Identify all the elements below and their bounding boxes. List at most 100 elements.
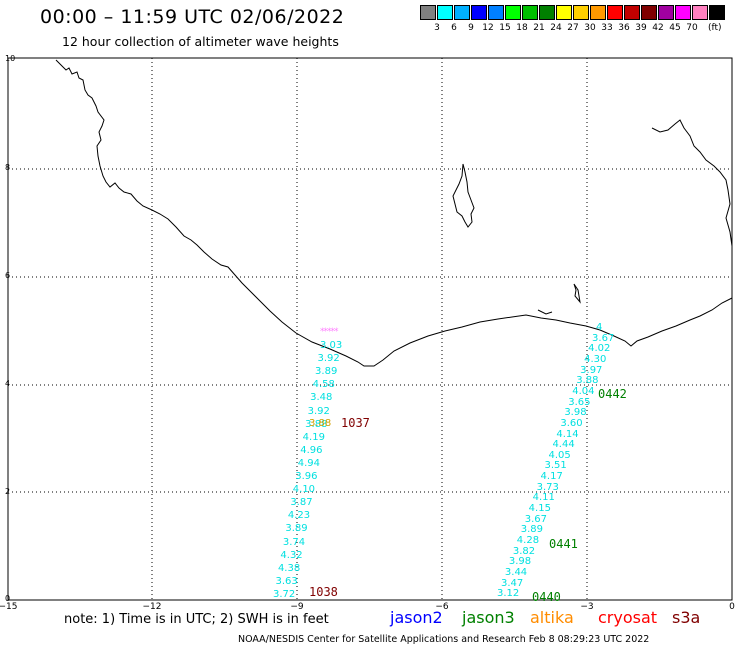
color-swatch	[692, 5, 708, 20]
scale-label: 18	[516, 23, 528, 33]
wave-height-value: 3.87	[290, 497, 313, 509]
station-label: 0440	[532, 590, 561, 604]
wave-height-value: 3.48	[310, 392, 333, 404]
wave-height-value: 3.67	[524, 513, 547, 525]
wave-height-value: 4.58	[312, 379, 335, 391]
wave-height-value: 3.92	[317, 353, 340, 365]
scale-label: 45	[669, 23, 681, 33]
scale-label: 6	[451, 23, 457, 33]
satellite-name: jason2	[390, 608, 443, 627]
wave-height-value: 4.44	[552, 439, 575, 451]
satellite-name: jason3	[462, 608, 515, 627]
wave-height-value: 4.28	[516, 535, 540, 546]
color-swatch	[539, 5, 555, 20]
color-swatch	[454, 5, 470, 20]
satellite-name: s3a	[672, 608, 701, 627]
satellite-name: cryosat	[598, 608, 658, 627]
delta-outline	[651, 119, 733, 247]
color-swatch	[675, 5, 691, 20]
map-frame	[7, 57, 733, 601]
scale-label: 33	[601, 23, 613, 33]
wave-height-value: 3.60	[560, 417, 583, 429]
wave-height-value: 3.97	[580, 364, 603, 376]
wave-height-value: 3.65	[568, 396, 591, 408]
footer-credit: NOAA/NESDIS Center for Satellite Applica…	[238, 634, 650, 645]
scale-label: 24	[550, 23, 562, 33]
color-swatch	[641, 5, 657, 20]
wave-height-value: 3.89	[285, 523, 308, 535]
y-tick-label: 8	[5, 163, 11, 172]
wave-height-value: 4	[596, 322, 603, 333]
wave-height-value: 4.30	[584, 353, 607, 365]
y-tick-label: 0	[5, 594, 11, 603]
wave-height-value: 3.88	[576, 375, 599, 387]
scale-label: 15	[499, 23, 511, 33]
color-swatch	[437, 5, 453, 20]
map-title: 00:00 – 11:59 UTC 02/06/2022	[40, 6, 345, 28]
color-swatch	[590, 5, 606, 20]
wave-height-value: 4.04	[572, 385, 595, 397]
wave-height-value: 4.96	[300, 444, 323, 456]
scale-label: 9	[468, 23, 474, 33]
scale-label: 27	[567, 23, 579, 33]
map-subtitle: 12 hour collection of altimeter wave hei…	[62, 34, 339, 49]
track-a-header: *****	[320, 327, 338, 337]
wave-height-value: 3.67	[592, 332, 615, 344]
lake-outline	[452, 163, 475, 228]
color-swatch	[658, 5, 674, 20]
wave-height-value: 4.02	[588, 343, 611, 355]
station-label: 0442	[598, 387, 627, 401]
color-swatch	[471, 5, 487, 20]
wave-height-value: 4.11	[532, 492, 555, 504]
wave-height-value: 4.15	[528, 503, 551, 515]
wave-height-value: 4.32	[280, 549, 303, 561]
x-tick-label: −9	[290, 602, 304, 612]
x-tick-label: 0	[729, 602, 735, 612]
color-swatch	[624, 5, 640, 20]
color-swatch	[607, 5, 623, 20]
x-tick-label: −6	[435, 602, 449, 612]
station-label: 1037	[341, 416, 370, 430]
wave-height-value: 4.10	[292, 484, 316, 496]
wave-height-value: 3.47	[500, 577, 524, 589]
scale-unit: (ft)	[708, 23, 722, 33]
scale-label: 39	[635, 23, 647, 33]
satellite-name: altika	[530, 608, 574, 627]
scale-label: 36	[618, 23, 630, 33]
coastline	[55, 59, 733, 367]
y-tick-label: 2	[5, 487, 11, 496]
wave-height-value: 3.96	[295, 471, 318, 482]
y-tick-label: 4	[5, 379, 11, 388]
x-tick-label: −12	[142, 602, 162, 612]
wave-height-value: 3.88	[305, 418, 328, 430]
wave-height-value: 3.92	[307, 405, 330, 417]
color-swatch	[505, 5, 521, 20]
color-swatch	[522, 5, 538, 20]
y-tick-label: 6	[5, 271, 11, 280]
lat-lon-grid	[8, 58, 732, 600]
scale-label: 70	[686, 23, 698, 33]
wave-height-value: 3.03	[320, 340, 343, 351]
color-swatch	[709, 5, 725, 20]
x-tick-label: −15	[0, 602, 18, 612]
wave-height-value: 3.73	[536, 481, 559, 493]
wave-height-value: 3.12	[497, 588, 520, 600]
wave-height-value: 3.74	[282, 536, 306, 548]
coast-inlet	[537, 309, 553, 315]
scale-label: 30	[584, 23, 596, 33]
wave-height-value: 3.63	[275, 575, 298, 587]
wave-height-value: 3.82	[512, 545, 536, 557]
wave-height-value: 3.44	[504, 566, 528, 578]
color-swatch	[573, 5, 589, 20]
x-tick-label: −3	[580, 602, 594, 612]
wave-height-value: 4.38	[277, 562, 301, 574]
station-label: 1038	[309, 585, 338, 599]
scale-label: 3	[434, 23, 440, 33]
y-tick-label: 10	[5, 54, 16, 63]
wave-height-value: 3.51	[544, 460, 567, 472]
wave-height-value: 3.98	[508, 556, 532, 568]
wave-height-value: 3.72	[273, 588, 296, 600]
footer-note: note: 1) Time is in UTC; 2) SWH is in fe…	[64, 612, 329, 627]
